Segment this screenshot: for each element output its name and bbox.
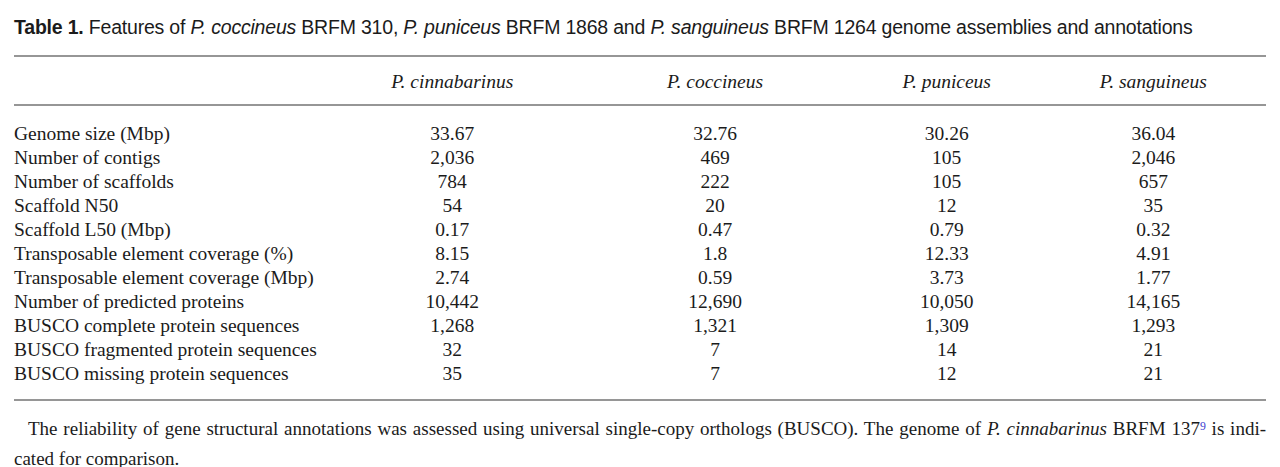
row-value: 4.91 [1041,242,1266,266]
row-value: 10,442 [327,290,577,314]
spacer-row [14,386,1266,400]
row-value: 3.73 [853,266,1041,290]
row-value: 222 [577,170,852,194]
table-header-row: P. cinnabarinus P. coccineus P. puniceus… [14,56,1266,105]
text-segment: BRFM 1868 and [501,16,651,38]
table-row: Transposable element coverage (%) 8.15 1… [14,242,1266,266]
table-row: Number of contigs 2,036 469 105 2,046 [14,146,1266,170]
row-value: 12,690 [577,290,852,314]
table-row: Number of scaffolds 784 222 105 657 [14,170,1266,194]
row-value: 7 [577,338,852,362]
row-value: 0.59 [577,266,852,290]
text-segment: P. coccineus [190,16,296,38]
column-header-p-puniceus: P. puniceus [853,56,1041,105]
footnote-line-2: cated for comparison. [14,445,1266,467]
row-value: 1,293 [1041,314,1266,338]
row-label: BUSCO complete protein sequences [14,314,327,338]
table-row: BUSCO fragmented protein sequences 32 7 … [14,338,1266,362]
row-value: 21 [1041,338,1266,362]
row-value: 1,321 [577,314,852,338]
table-row: Scaffold N50 54 20 12 35 [14,194,1266,218]
row-value: 54 [327,194,577,218]
row-value: 2,036 [327,146,577,170]
table-caption: Table 1. Features of P. coccineus BRFM 3… [14,0,1266,38]
text-segment: BRFM 1264 genome assemblies and annotati… [769,16,1193,38]
row-value: 32 [327,338,577,362]
row-value: 14,165 [1041,290,1266,314]
text-segment: is indi- [1206,418,1266,439]
row-value: 1,268 [327,314,577,338]
text-segment: P. cinnabarinus [987,418,1107,439]
column-header-empty [14,56,327,105]
row-label: Number of contigs [14,146,327,170]
text-segment: Features of [84,16,191,38]
row-label: Transposable element coverage (Mbp) [14,266,327,290]
row-value: 8.15 [327,242,577,266]
row-value: 14 [853,338,1041,362]
text-segment: P. puniceus [403,16,500,38]
row-value: 2,046 [1041,146,1266,170]
row-value: 12 [853,362,1041,386]
table-footnote: The reliability of gene structural annot… [14,415,1266,467]
paper-page: Table 1. Features of P. coccineus BRFM 3… [0,0,1280,467]
row-value: 12.33 [853,242,1041,266]
row-value: 21 [1041,362,1266,386]
table-row: BUSCO missing protein sequences 35 7 12 … [14,362,1266,386]
row-value: 0.32 [1041,218,1266,242]
table-row: Transposable element coverage (Mbp) 2.74… [14,266,1266,290]
row-value: 30.26 [853,122,1041,146]
spacer-row [14,105,1266,122]
row-value: 1.8 [577,242,852,266]
row-value: 1,309 [853,314,1041,338]
table-row: Number of predicted proteins 10,442 12,6… [14,290,1266,314]
table-row: Scaffold L50 (Mbp) 0.17 0.47 0.79 0.32 [14,218,1266,242]
row-value: 12 [853,194,1041,218]
row-value: 36.04 [1041,122,1266,146]
row-value: 469 [577,146,852,170]
row-label: BUSCO fragmented protein sequences [14,338,327,362]
row-label: BUSCO missing protein sequences [14,362,327,386]
table-caption-text: Features of P. coccineus BRFM 310, P. pu… [84,16,1193,38]
row-value: 35 [1041,194,1266,218]
footnote-line-1: The reliability of gene structural annot… [14,415,1266,445]
row-value: 33.67 [327,122,577,146]
text-segment: P. sanguineus [650,16,768,38]
row-label: Genome size (Mbp) [14,122,327,146]
row-value: 105 [853,170,1041,194]
table-row: BUSCO complete protein sequences 1,268 1… [14,314,1266,338]
features-table: P. cinnabarinus P. coccineus P. puniceus… [14,55,1266,401]
reference-citation-9[interactable]: 9 [1200,420,1206,433]
table-row: Genome size (Mbp) 33.67 32.76 30.26 36.0… [14,122,1266,146]
row-value: 0.17 [327,218,577,242]
row-value: 10,050 [853,290,1041,314]
row-value: 20 [577,194,852,218]
row-value: 1.77 [1041,266,1266,290]
row-value: 784 [327,170,577,194]
row-value: 0.47 [577,218,852,242]
row-value: 105 [853,146,1041,170]
row-label: Transposable element coverage (%) [14,242,327,266]
row-label: Scaffold N50 [14,194,327,218]
table-body: Genome size (Mbp) 33.67 32.76 30.26 36.0… [14,105,1266,400]
column-header-p-coccineus: P. coccineus [577,56,852,105]
row-value: 7 [577,362,852,386]
text-segment: The reliability of gene structural annot… [28,418,987,439]
table-caption-number: Table 1. [14,16,84,38]
row-value: 0.79 [853,218,1041,242]
row-label: Number of predicted proteins [14,290,327,314]
row-label: Number of scaffolds [14,170,327,194]
text-segment: BRFM 310, [296,16,403,38]
row-value: 32.76 [577,122,852,146]
table-header: P. cinnabarinus P. coccineus P. puniceus… [14,56,1266,105]
row-value: 35 [327,362,577,386]
row-value: 657 [1041,170,1266,194]
row-value: 2.74 [327,266,577,290]
column-header-p-sanguineus: P. sanguineus [1041,56,1266,105]
row-label: Scaffold L50 (Mbp) [14,218,327,242]
text-segment: BRFM 137 [1107,418,1200,439]
column-header-p-cinnabarinus: P. cinnabarinus [327,56,577,105]
